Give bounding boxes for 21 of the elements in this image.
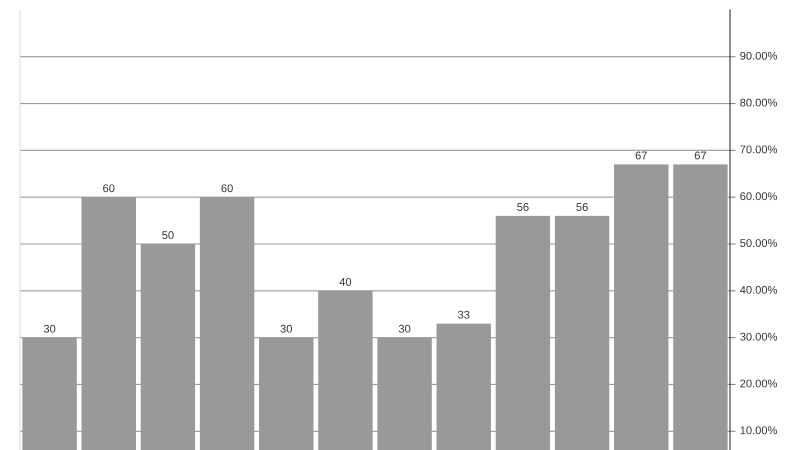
y-tick-label: 80.00% [740,98,778,107]
data-label: 67 [636,152,647,160]
data-label: 67 [694,152,706,160]
data-label: 30 [44,324,56,333]
y-tick-label: 90.00% [740,52,778,60]
y-tick-label: 40.00% [740,286,778,294]
data-label: 60 [221,184,233,192]
y-tick-label: 70.00% [740,145,778,154]
data-label: 30 [398,324,410,333]
data-label: 56 [517,203,529,211]
data-label: 30 [280,324,292,333]
y-tick-label: 30.00% [740,332,778,341]
y-tick-label: 50.00% [740,239,778,247]
data-label: 60 [103,184,114,192]
data-label: 33 [458,310,470,319]
data-label: 56 [576,203,588,211]
y-tick-label: 20.00% [740,380,778,388]
y-tick-label: 10.00% [740,426,778,434]
data-label: 40 [339,278,352,286]
y-tick-label: 60.00% [740,192,778,200]
data-label: 50 [162,231,174,240]
